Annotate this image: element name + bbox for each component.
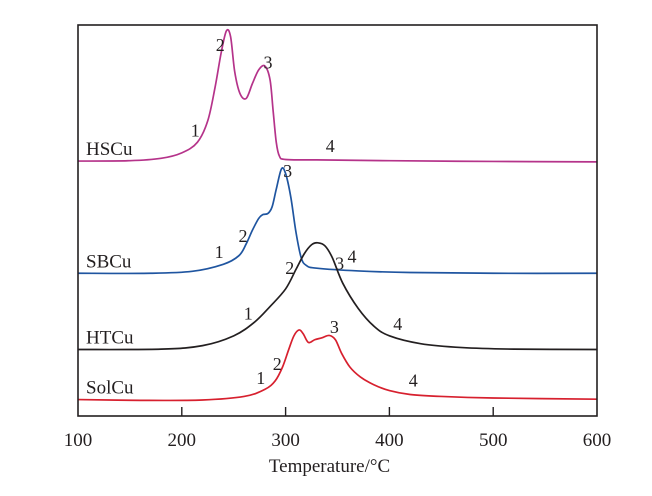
x-tick-label: 600 [583,430,612,451]
peak-label-sbcu-3: 3 [283,161,292,181]
series-label-hscu: HSCu [86,139,133,160]
series-label-htcu: HTCu [86,328,134,349]
peak-label-hscu-4: 4 [326,136,335,156]
x-axis-ticks [181,407,494,416]
x-tick-label: 400 [375,430,404,451]
series-label-sbcu: SBCu [86,251,132,272]
x-tick-label: 500 [479,430,508,451]
peak-label-solcu-2: 2 [273,354,282,374]
curve-sbcu [77,167,598,275]
peak-label-htcu-2: 2 [285,258,294,278]
curve-hscu [77,28,598,163]
peak-label-htcu-3: 3 [335,253,344,273]
series-label-solcu: SolCu [86,378,134,399]
peak-label-hscu-1: 1 [191,121,200,141]
peak-label-solcu-1: 1 [256,368,265,388]
peak-label-sbcu-1: 1 [215,242,224,262]
peak-label-sbcu-4: 4 [348,247,357,267]
x-axis-title: Temperature/°C [269,456,390,477]
series-labels: HSCu SBCu HTCu SolCu [86,139,134,399]
peak-label-solcu-3: 3 [330,317,339,337]
peak-label-htcu-1: 1 [244,303,253,323]
x-axis-tick-labels: 100 200 300 400 500 600 [64,430,612,451]
plot-frame [77,24,598,417]
curve-htcu [77,241,598,351]
x-tick-label: 200 [168,430,197,451]
curves-layer [77,28,598,402]
peak-label-htcu-4: 4 [393,314,402,334]
peak-label-hscu-2: 2 [216,35,225,55]
x-tick-label: 300 [271,430,300,451]
x-tick-label: 100 [64,430,93,451]
peak-label-sbcu-2: 2 [239,226,248,246]
peak-label-solcu-4: 4 [409,371,418,391]
peak-label-hscu-3: 3 [263,52,272,72]
curve-solcu [77,329,598,402]
